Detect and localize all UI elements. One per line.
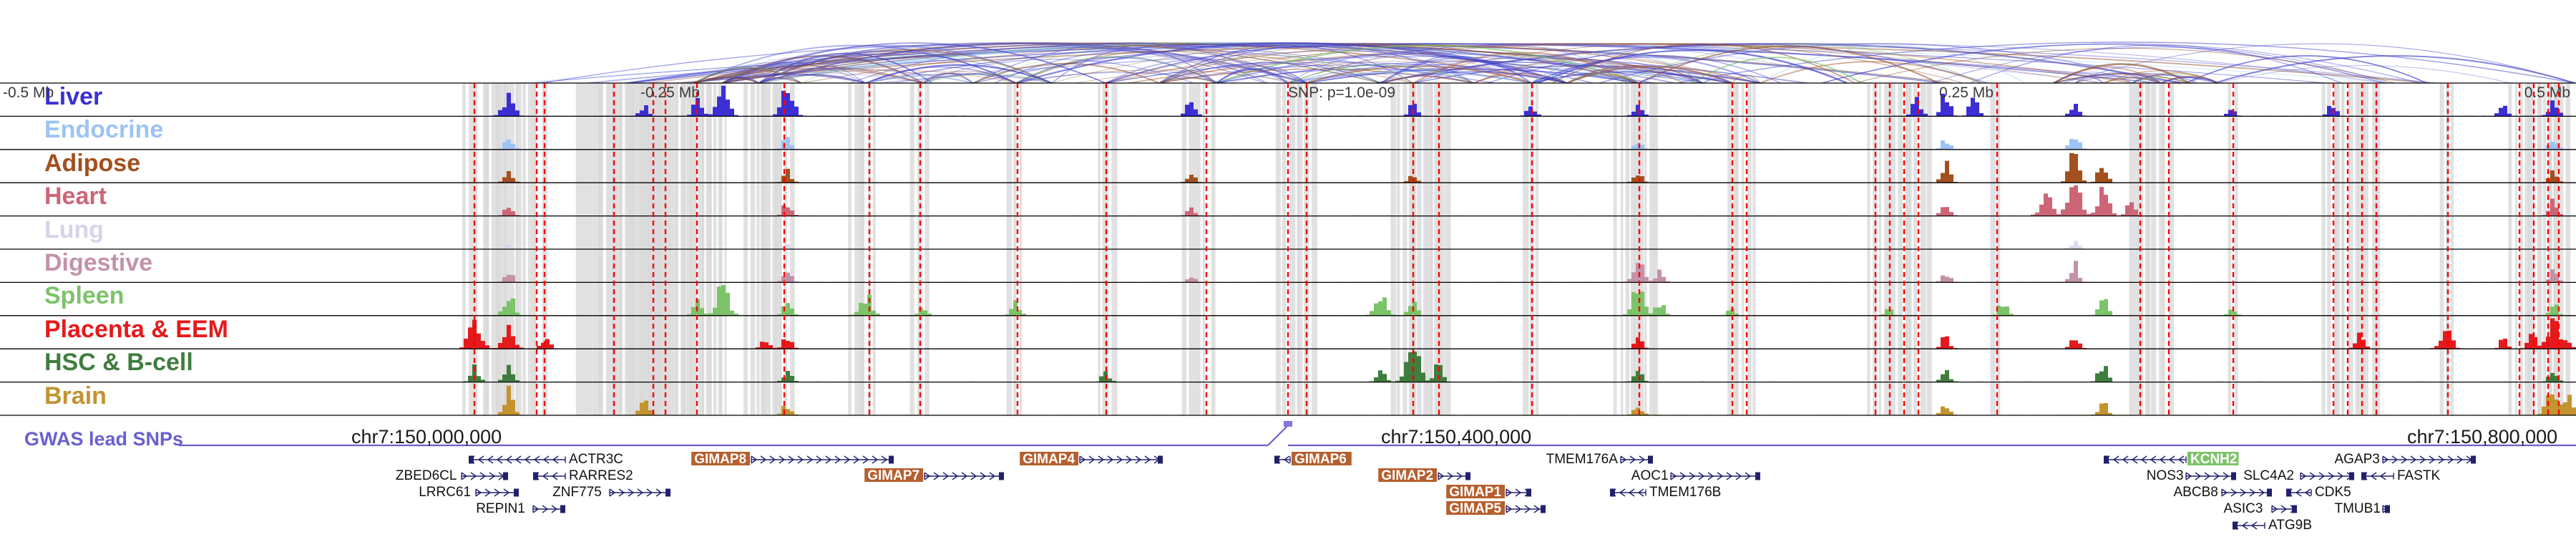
svg-text:RARRES2: RARRES2 [569, 468, 633, 483]
svg-text:LRRC61: LRRC61 [419, 485, 471, 500]
svg-text:GIMAP4: GIMAP4 [1023, 452, 1075, 467]
svg-text:FASTK: FASTK [2397, 468, 2441, 483]
svg-text:ABCB8: ABCB8 [2174, 485, 2218, 500]
svg-text:ATG9B: ATG9B [2268, 518, 2312, 533]
svg-text:ACTR3C: ACTR3C [569, 452, 623, 467]
svg-text:ASIC3: ASIC3 [2224, 501, 2263, 516]
svg-text:AOC1: AOC1 [1631, 468, 1669, 483]
svg-text:TMEM176B: TMEM176B [1649, 485, 1721, 500]
svg-text:GIMAP8: GIMAP8 [694, 452, 746, 467]
svg-text:ZBED6CL: ZBED6CL [396, 468, 457, 483]
svg-text:NOS3: NOS3 [2147, 468, 2184, 483]
svg-text:ZNF775: ZNF775 [552, 485, 602, 500]
svg-text:CDK5: CDK5 [2315, 485, 2351, 500]
svg-text:GIMAP2: GIMAP2 [1381, 468, 1433, 483]
svg-text:KCNH2: KCNH2 [2190, 452, 2237, 467]
svg-text:REPIN1: REPIN1 [476, 501, 525, 516]
svg-text:GIMAP5: GIMAP5 [1449, 501, 1501, 516]
svg-text:AGAP3: AGAP3 [2335, 452, 2380, 467]
svg-text:GIMAP6: GIMAP6 [1294, 452, 1347, 467]
svg-text:SLC4A2: SLC4A2 [2243, 468, 2294, 483]
svg-text:TMUB1: TMUB1 [2335, 501, 2381, 516]
svg-text:TMEM176A: TMEM176A [1546, 452, 1619, 467]
svg-text:GIMAP1: GIMAP1 [1449, 485, 1501, 500]
svg-text:GIMAP7: GIMAP7 [867, 468, 919, 483]
